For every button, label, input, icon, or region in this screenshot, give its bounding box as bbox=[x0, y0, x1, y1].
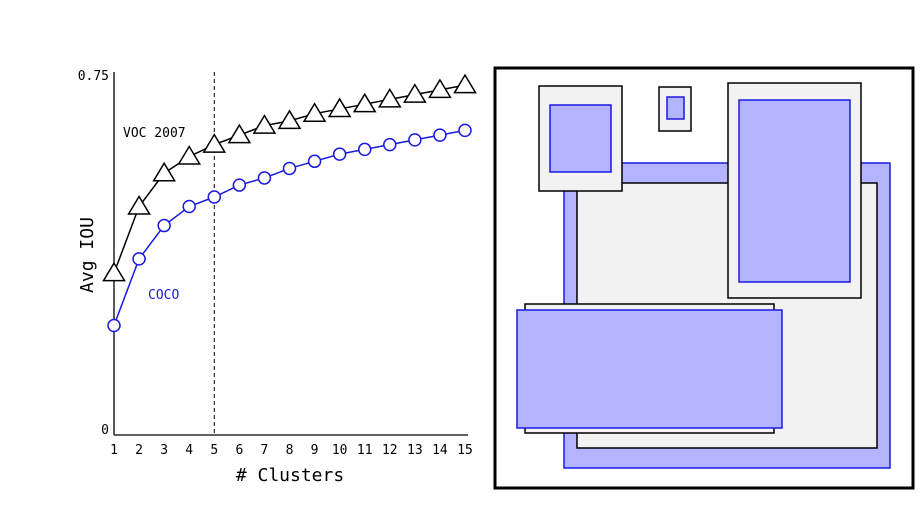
x-tick-label: 7 bbox=[261, 443, 269, 458]
data-point bbox=[252, 114, 277, 134]
cluster-box-wide bbox=[516, 309, 783, 429]
x-tick-label: 6 bbox=[235, 443, 243, 458]
x-tick-label: 15 bbox=[457, 443, 473, 458]
x-tick-label: 1 bbox=[110, 443, 118, 458]
data-point bbox=[107, 318, 121, 333]
data-point bbox=[207, 190, 222, 204]
data-point bbox=[307, 154, 322, 169]
x-tick-label: 3 bbox=[160, 443, 168, 458]
x-tick-label: 8 bbox=[286, 443, 294, 458]
data-point bbox=[177, 145, 202, 165]
x-tick-label: 12 bbox=[382, 443, 398, 458]
data-point bbox=[403, 83, 427, 103]
data-point bbox=[232, 178, 247, 192]
x-tick-label: 5 bbox=[210, 443, 218, 458]
x-tick-labels: 1 2 3 4 5 6 7 8 9 10 11 12 13 14 15 bbox=[110, 443, 473, 458]
cluster-box-small bbox=[666, 96, 685, 120]
data-point bbox=[282, 161, 297, 176]
x-tick-label: 14 bbox=[432, 443, 448, 458]
data-point bbox=[383, 137, 397, 152]
x-tick-label: 4 bbox=[185, 443, 193, 458]
data-point bbox=[152, 161, 176, 182]
data-point bbox=[132, 252, 146, 266]
cluster-box-tall bbox=[738, 99, 851, 283]
data-point bbox=[433, 128, 447, 142]
series-voc-2007 bbox=[102, 73, 477, 282]
data-point bbox=[227, 123, 252, 144]
line-chart: 0.75 0 1 2 3 4 5 6 7 8 9 10 11 12 13 14 15 # Clusters … bbox=[77, 69, 477, 486]
data-point bbox=[332, 147, 347, 161]
series-label-coco: COCO bbox=[148, 288, 179, 303]
y-tick-label-max: 0.75 bbox=[78, 69, 109, 84]
data-point bbox=[127, 195, 151, 215]
data-point bbox=[257, 171, 272, 185]
data-point bbox=[357, 142, 372, 157]
x-tick-label: 11 bbox=[357, 443, 373, 458]
x-axis-title: # Clusters bbox=[236, 465, 344, 486]
y-tick-label-min: 0 bbox=[101, 423, 109, 438]
data-point bbox=[202, 133, 227, 153]
data-point bbox=[327, 97, 352, 118]
data-point bbox=[157, 218, 171, 233]
cluster-box-top-left bbox=[549, 104, 612, 173]
series-label-voc-2007: VOC 2007 bbox=[123, 126, 186, 141]
data-point bbox=[377, 87, 402, 108]
y-axis-title: Avg IOU bbox=[77, 217, 98, 293]
data-point bbox=[428, 78, 452, 99]
x-tick-label: 10 bbox=[332, 443, 348, 458]
data-point bbox=[352, 92, 377, 113]
data-point bbox=[182, 199, 196, 214]
x-tick-label: 2 bbox=[135, 443, 143, 458]
cluster-box-diagram bbox=[493, 66, 915, 490]
data-point bbox=[302, 102, 327, 122]
x-tick-label: 9 bbox=[311, 443, 319, 458]
data-point bbox=[102, 261, 126, 282]
series-coco bbox=[107, 123, 472, 333]
data-point bbox=[458, 123, 472, 138]
x-tick-label: 13 bbox=[407, 443, 423, 458]
data-point bbox=[408, 133, 422, 147]
data-point bbox=[453, 73, 477, 94]
data-point bbox=[277, 109, 302, 130]
